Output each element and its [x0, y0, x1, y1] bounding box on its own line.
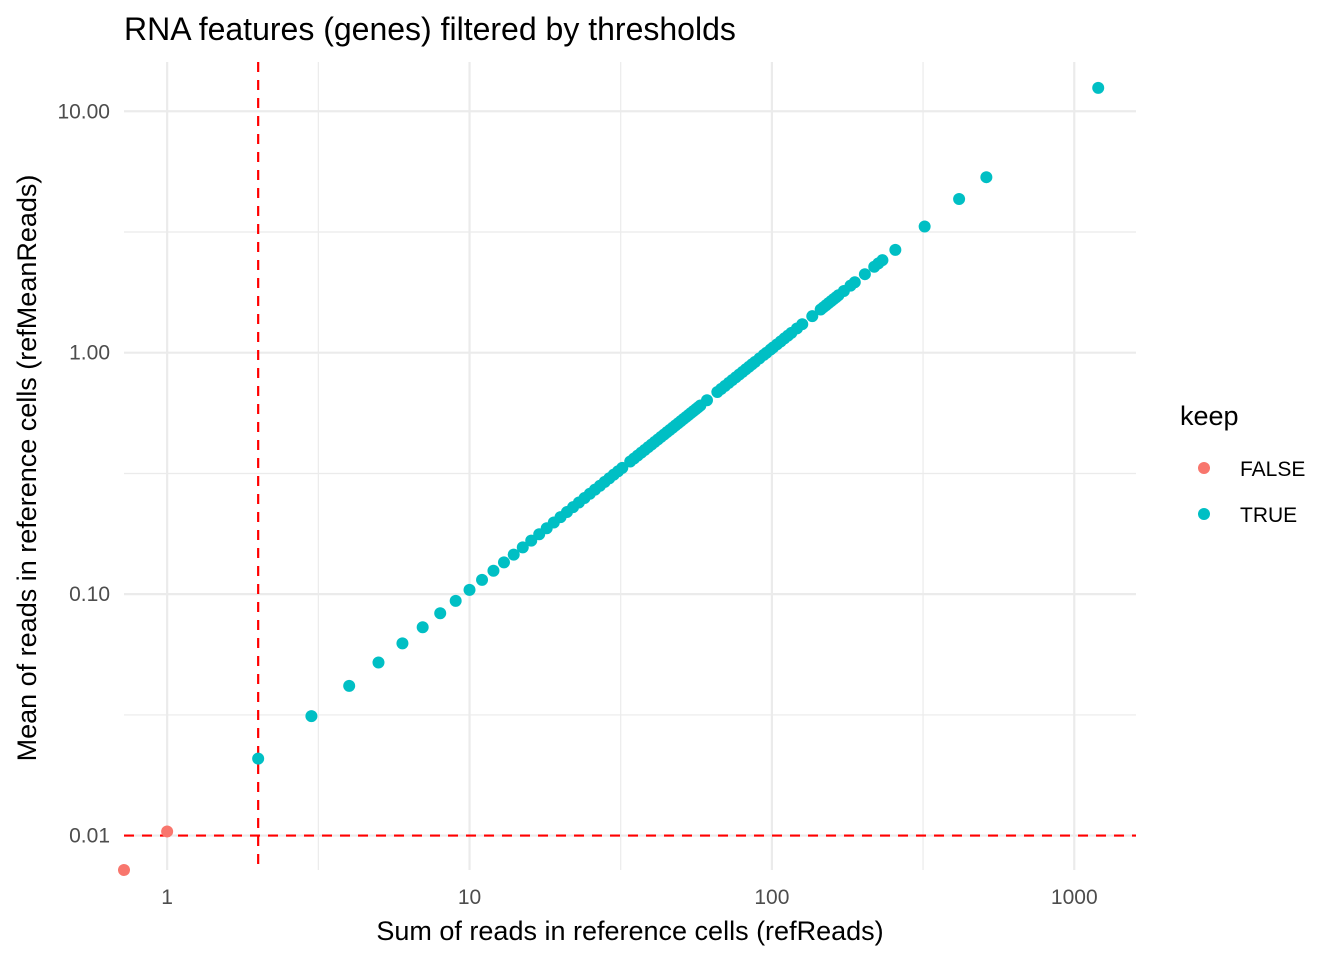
data-point-true: [252, 752, 265, 765]
x-axis-title: Sum of reads in reference cells (refRead…: [376, 916, 883, 946]
data-point-true: [507, 548, 520, 561]
data-point-true: [416, 621, 429, 634]
data-point-true: [980, 171, 993, 184]
data-point-true: [476, 573, 489, 586]
data-point-false: [161, 825, 174, 838]
data-point-true: [305, 710, 318, 723]
data-point-true: [1092, 81, 1105, 94]
legend-title: keep: [1180, 401, 1239, 431]
legend: keep FALSE TRUE: [1180, 401, 1305, 527]
x-axis-ticks: 1 10 100 1000: [161, 886, 1097, 909]
data-point-true: [343, 679, 356, 692]
chart-title: RNA features (genes) filtered by thresho…: [124, 11, 736, 47]
data-point-true: [396, 637, 409, 650]
x-tick-label: 1: [161, 886, 173, 909]
legend-key-false: [1198, 462, 1210, 474]
data-point-true: [876, 254, 889, 267]
data-point-true: [848, 276, 861, 289]
data-point-true: [449, 594, 462, 607]
y-axis-ticks: 0.01 0.10 1.00 10.00: [57, 100, 110, 847]
data-point-true: [700, 394, 713, 407]
data-point-true: [806, 310, 819, 323]
data-point-true: [889, 243, 902, 256]
data-point-true: [796, 318, 809, 331]
data-point-true: [953, 192, 966, 205]
reference-lines: [124, 62, 1136, 870]
data-point-true: [858, 268, 871, 281]
legend-label-false: FALSE: [1240, 458, 1305, 481]
data-point-true: [516, 541, 529, 554]
data-point-true: [497, 556, 510, 569]
data-point-true: [918, 220, 931, 233]
data-point-false: [118, 864, 130, 876]
data-point-true: [434, 607, 447, 620]
y-tick-label: 1.00: [69, 342, 110, 365]
y-tick-label: 0.10: [69, 583, 110, 606]
y-tick-label: 10.00: [57, 100, 110, 123]
data-point-true: [463, 583, 476, 596]
y-tick-label: 0.01: [69, 825, 110, 848]
data-point-true: [487, 564, 500, 577]
x-tick-label: 100: [754, 886, 789, 909]
legend-key-true: [1198, 508, 1210, 520]
legend-label-true: TRUE: [1240, 504, 1297, 527]
data-point-true: [372, 656, 385, 669]
x-tick-label: 10: [458, 886, 481, 909]
data-points: [118, 81, 1105, 876]
y-axis-title: Mean of reads in reference cells (refMea…: [12, 175, 42, 762]
x-tick-label: 1000: [1051, 886, 1098, 909]
